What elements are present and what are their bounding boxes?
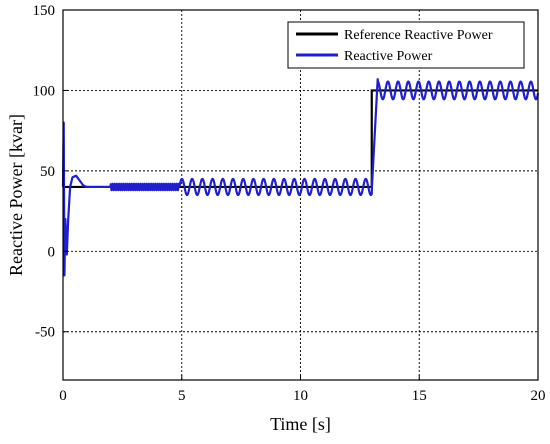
- legend-box: [287, 21, 525, 69]
- legend-label-reactive: Reactive Power: [344, 49, 433, 64]
- x-tick-label: 15: [412, 388, 427, 404]
- y-tick-label: 100: [33, 83, 56, 99]
- series-line-reference-reactive-power: [63, 89, 538, 189]
- legend: Reference Reactive Power Reactive Power: [287, 21, 525, 69]
- x-axis-label: Time [s]: [270, 414, 331, 434]
- x-tick-label: 5: [178, 388, 186, 404]
- x-tick-label: 20: [531, 388, 546, 404]
- y-tick-label: -50: [35, 325, 55, 341]
- series-line-reactive-power: [61, 78, 540, 277]
- x-tick-label: 10: [293, 388, 308, 404]
- axis-ticks: 0 5 10 15 20 -50 0 50 100 150: [33, 3, 546, 404]
- series-group: [61, 78, 540, 277]
- y-tick-label: 150: [33, 3, 56, 19]
- legend-label-reference: Reference Reactive Power: [344, 28, 493, 43]
- y-tick-label: 50: [40, 164, 55, 180]
- y-tick-label: 0: [48, 244, 56, 260]
- y-axis-label: Reactive Power [kvar]: [6, 114, 26, 276]
- x-tick-label: 0: [59, 388, 67, 404]
